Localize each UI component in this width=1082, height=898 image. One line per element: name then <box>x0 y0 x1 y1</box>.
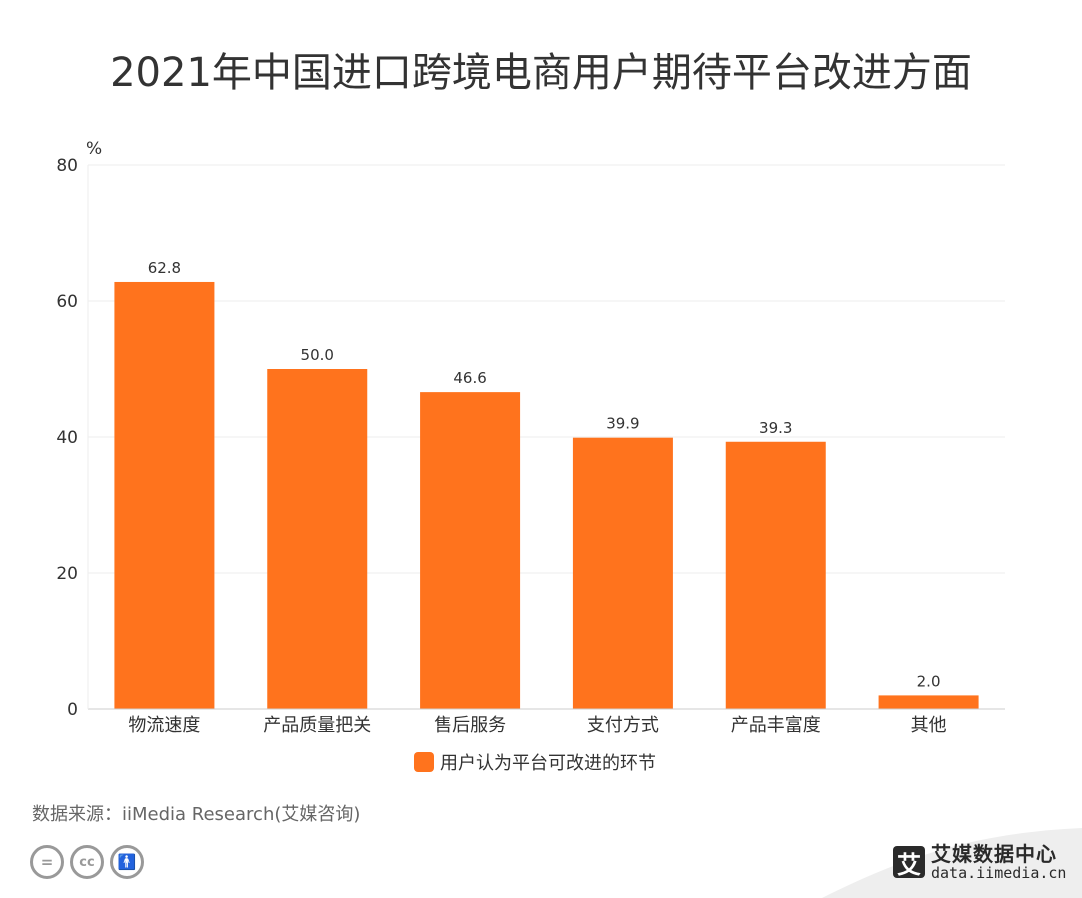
bar <box>267 369 368 709</box>
bar <box>878 695 979 709</box>
value-labels: 62.8 50.0 46.6 39.9 39.3 2.0 <box>148 259 941 690</box>
bar <box>420 392 521 709</box>
x-tick-label: 物流速度 <box>128 715 200 736</box>
x-tick-label: 支付方式 <box>587 715 659 736</box>
brand-name: 艾媒数据中心 <box>931 842 1057 866</box>
y-tick-label: 0 <box>67 700 78 720</box>
equal-icon: = <box>30 845 64 879</box>
y-tick-label: 40 <box>56 428 78 448</box>
y-tick-label: 60 <box>56 292 78 312</box>
value-label: 62.8 <box>148 259 181 277</box>
value-label: 46.6 <box>453 369 486 387</box>
source-note: 数据来源：iiMedia Research(艾媒咨询) <box>32 804 361 825</box>
y-tick-label: 80 <box>56 156 78 176</box>
legend-swatch <box>414 752 434 772</box>
value-label: 2.0 <box>917 672 941 690</box>
x-tick-label: 产品丰富度 <box>731 715 821 736</box>
y-axis-unit: % <box>86 139 102 159</box>
license-icons: = cc 🚹 <box>30 845 144 879</box>
bar <box>114 281 215 709</box>
x-tick-label: 其他 <box>911 715 947 736</box>
brand-url: data.iimedia.cn <box>931 864 1067 882</box>
y-tick-label: 20 <box>56 564 78 584</box>
chart-title: 2021年中国进口跨境电商用户期待平台改进方面 <box>110 50 972 96</box>
y-axis-ticks: 0 20 40 60 80 <box>56 156 78 720</box>
value-label: 39.9 <box>606 415 639 433</box>
brand-watermark: 艾 艾媒数据中心 data.iimedia.cn <box>893 843 1066 882</box>
value-label: 50.0 <box>301 346 334 364</box>
x-tick-label: 产品质量把关 <box>263 715 371 736</box>
bars <box>114 281 979 709</box>
legend: 用户认为平台可改进的环节 <box>414 749 656 775</box>
grid-lines <box>88 164 1005 574</box>
x-tick-label: 售后服务 <box>434 715 506 736</box>
person-icon: 🚹 <box>110 845 144 879</box>
corner-decoration <box>822 828 1082 898</box>
bar <box>572 437 673 709</box>
value-label: 39.3 <box>759 419 792 437</box>
x-axis-labels: 物流速度 产品质量把关 售后服务 支付方式 产品丰富度 其他 <box>128 715 946 736</box>
cc-icon: cc <box>70 845 104 879</box>
legend-label: 用户认为平台可改进的环节 <box>440 753 656 774</box>
bar <box>725 441 826 709</box>
brand-logo-icon: 艾 <box>893 846 925 879</box>
